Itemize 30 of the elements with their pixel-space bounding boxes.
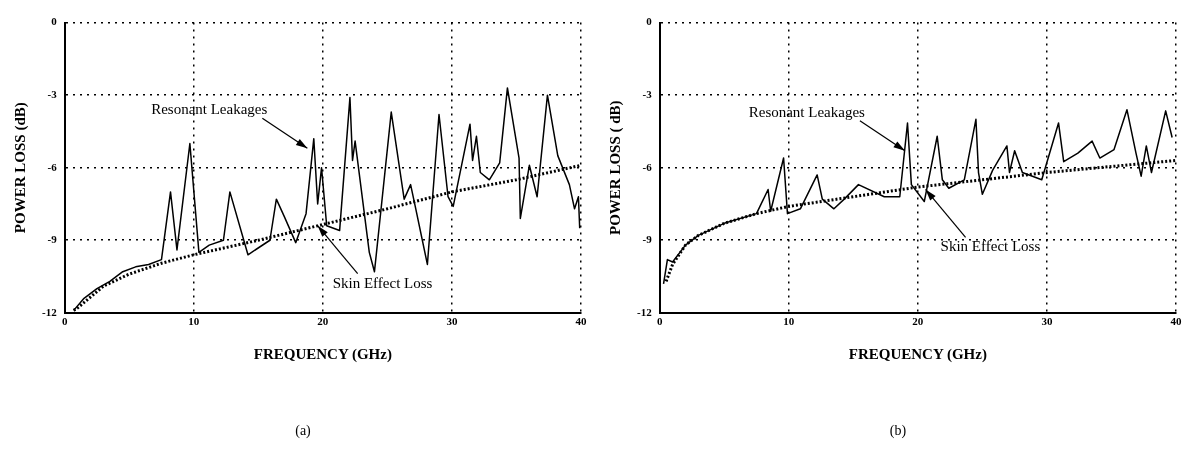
y-tick-label: -9 (642, 233, 653, 246)
y-tick-label: -12 (636, 305, 653, 318)
x-tick-label: 40 (1170, 315, 1182, 328)
y-tick-label: -6 (47, 160, 58, 173)
x-tick-label: 20 (317, 315, 329, 328)
x-tick-label: 10 (783, 315, 795, 328)
y-tick-label: -6 (642, 160, 653, 173)
x-tick-label: 30 (1041, 315, 1053, 328)
y-tick-label: -3 (642, 87, 653, 100)
text: (b) (888, 423, 908, 439)
y-tick-label: -3 (47, 87, 58, 100)
annotation: Skin Effect Loss (940, 238, 1041, 255)
x-tick-label: 10 (188, 315, 200, 328)
annotation: Resonant Leakages (151, 101, 268, 118)
x-tick-label: 0 (656, 315, 663, 328)
x-tick-label: 0 (61, 315, 68, 328)
x-tick-label: 20 (912, 315, 924, 328)
x-tick-label: 40 (575, 315, 587, 328)
y-tick-label: 0 (646, 15, 653, 28)
y-tick-label: -12 (41, 305, 58, 318)
annotation: Resonant Leakages (748, 103, 866, 120)
x-axis-title: FREQUENCY (GHz) (848, 345, 987, 363)
y-tick-label: 0 (51, 15, 58, 28)
text: (a) (294, 423, 312, 439)
annotation: Skin Effect Loss (332, 274, 433, 291)
y-axis-title: POWER LOSS ( dB) (606, 100, 624, 236)
x-tick-label: 30 (446, 315, 458, 328)
y-tick-label: -9 (47, 233, 58, 246)
x-axis-title: FREQUENCY (GHz) (253, 345, 392, 363)
y-axis-title: POWER LOSS (dB) (11, 102, 29, 234)
